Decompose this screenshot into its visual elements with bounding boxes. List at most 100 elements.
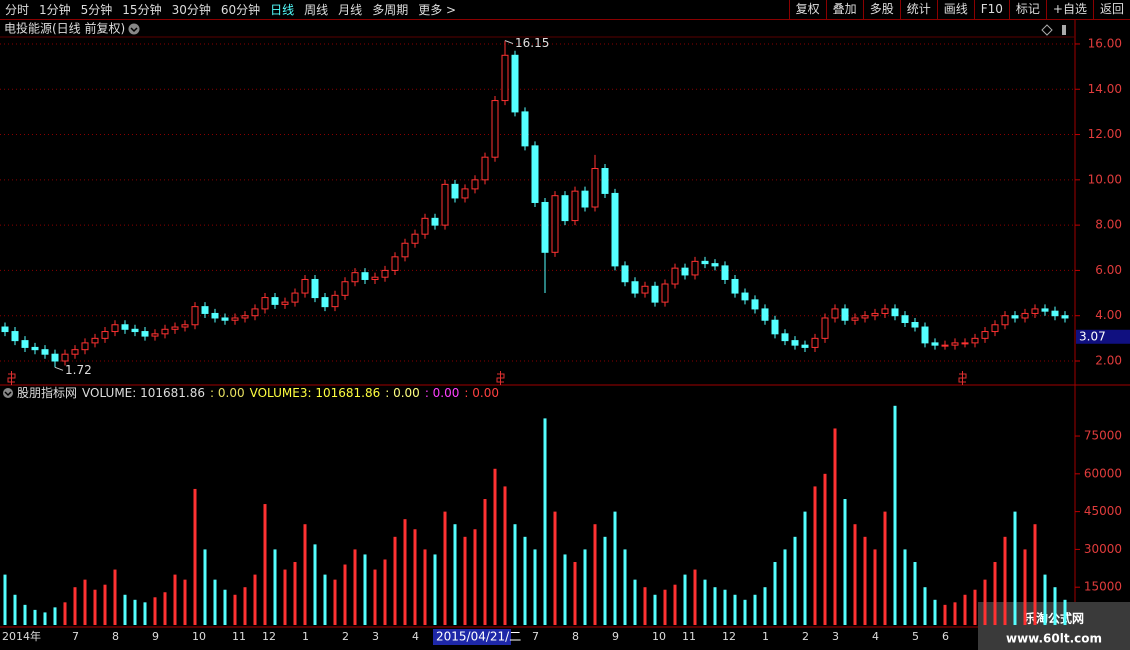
bar-icon[interactable] [1062,25,1066,35]
volume-bar [393,536,397,625]
candle-body [1031,308,1039,314]
x-tick-label: 2 [342,630,349,643]
candle-body [851,317,859,321]
menu-item[interactable]: 分时 [5,3,30,17]
menu-item[interactable]: 60分钟 [220,3,261,17]
candle-body [411,233,419,244]
volume-bar [263,504,267,625]
x-tick-label: 1 [762,630,769,643]
title-dropdown[interactable] [128,23,140,35]
volume-bar [253,574,257,625]
menu-item[interactable]: 30分钟 [171,3,211,17]
indicator-value: : 0.00 [425,386,460,400]
menu-item[interactable]: +自选 [1045,0,1093,19]
menu-item[interactable]: 15分钟 [122,3,162,17]
menu-item[interactable]: 更多 > [418,3,457,17]
candle-body [321,297,329,308]
candle-body [311,278,319,299]
candle-body [741,292,749,301]
volume-bar [703,579,707,625]
x-tick-label: 11 [682,630,696,643]
volume-bar [333,579,337,625]
menu-item[interactable]: 多周期 [372,3,409,17]
menu-item[interactable]: 周线 [304,3,329,17]
menu-item[interactable]: 统计 [899,0,937,19]
volume-bar [1033,524,1037,625]
candle-body [961,342,969,345]
candle-body [271,297,279,305]
volume-bar [573,562,577,625]
candle-body [801,344,809,348]
candle-body [241,315,249,319]
menu-item[interactable]: 5分钟 [80,3,113,17]
x-tick-label: 10 [652,630,666,643]
x-tick-label: 5 [912,630,919,643]
volume-bar [963,594,967,625]
candle-body [571,190,579,222]
volume-bar [923,587,927,625]
menu-item[interactable]: 返回 [1092,0,1130,19]
candle-body [881,308,889,314]
candle-body [501,54,509,102]
candle-body [471,179,479,190]
x-tick-label: 11 [232,630,246,643]
indicator-dropdown[interactable] [3,388,13,398]
volume-bar [313,544,317,625]
last-price: 3.07 [1079,329,1106,343]
y-tick-label: 8.00 [1095,218,1122,232]
candle-body [1,326,9,333]
x-tick-label: 4 [872,630,879,643]
candle-body [191,306,199,326]
diamond-icon[interactable] [1041,24,1053,36]
candle-body [541,201,549,253]
tool-menu: 复权 叠加 多股 统计 画线 F10 标记 +自选 返回 [788,0,1130,19]
menu-item[interactable]: 标记 [1008,0,1046,19]
volume-bar [683,574,687,625]
volume-bar [373,569,377,625]
volume-bar [233,594,237,625]
menu-item[interactable]: 多股 [862,0,900,19]
menu-item[interactable]: F10 [973,0,1009,19]
volume-bar [813,486,817,625]
candle-body [261,297,269,310]
candle-body [441,183,449,226]
volume-bar [743,599,747,625]
candle-body [151,333,159,337]
candle-body [651,285,659,303]
volume-bar [223,589,227,625]
candle-body [941,344,949,347]
volume-bar [793,536,797,625]
indicator-value: VOLUME3: 101681.86 [250,386,381,400]
volume-bar [473,529,477,625]
volume-bar [653,594,657,625]
menu-item[interactable]: 月线 [338,3,363,17]
volume-bar [523,536,527,625]
volume-bar [343,564,347,625]
volume-bar [893,405,897,625]
volume-bar [73,587,77,625]
candle-body [821,317,829,339]
candle-body [481,156,489,181]
menu-item[interactable]: 画线 [936,0,974,19]
candle-body [81,342,89,351]
candle-body [751,299,759,310]
menu-item[interactable]: 1分钟 [39,3,71,17]
volume-bar [993,562,997,625]
candle-body [181,324,189,328]
volume-bar [53,607,57,625]
annotation-arrow [504,40,514,45]
menu-item[interactable]: 日线 [270,3,295,17]
period-menu: 分时 1分钟 5分钟 15分钟 30分钟 60分钟 日线 周线 月线 多周期 更多 > [0,0,461,19]
volume-bar [753,594,757,625]
candle-body [761,308,769,321]
menu-item[interactable]: 叠加 [825,0,863,19]
volume-bar [423,549,427,625]
volume-bar [863,536,867,625]
indicator-value: : 0.00 [464,386,499,400]
menu-item[interactable]: 复权 [788,0,826,19]
y-tick-label: 45000 [1084,504,1122,518]
candle-body [1061,315,1069,319]
candle-body [281,301,289,305]
candle-body [211,312,219,319]
candle-body [531,145,539,203]
